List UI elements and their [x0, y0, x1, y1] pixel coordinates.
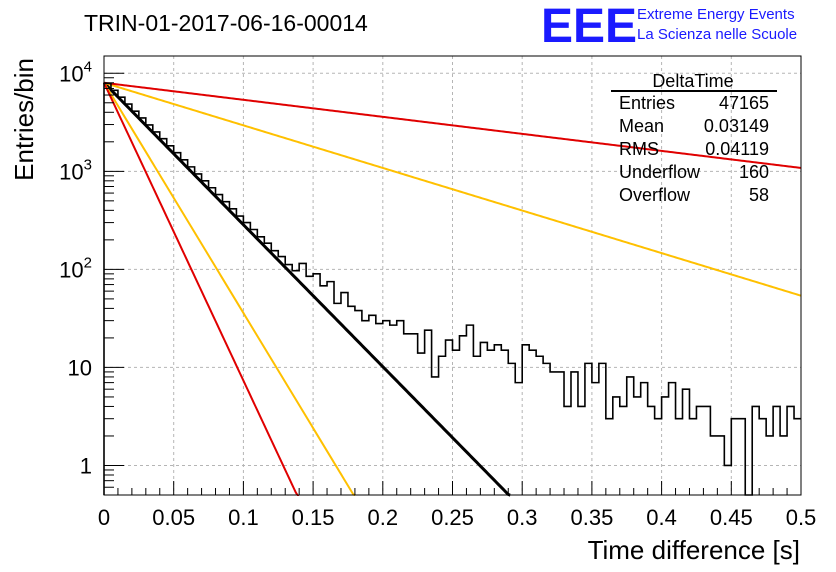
y-tick-label: 104 — [59, 58, 92, 86]
fit-curve — [103, 81, 802, 297]
x-tick-label: 0.5 — [786, 505, 817, 530]
y-tick-label: 10 — [68, 355, 92, 380]
grid-lines — [104, 56, 801, 495]
axis-ticks — [103, 72, 802, 496]
x-tick-label: 0 — [98, 505, 110, 530]
x-axis-label: Time difference [s] — [588, 535, 800, 565]
x-tick-labels: 0 0.05 0.1 0.15 0.2 0.25 0.3 0.35 0.4 0.45 0.5 — [98, 505, 816, 530]
stats-value: 47165 — [719, 93, 769, 113]
x-tick-label: 0.45 — [710, 505, 753, 530]
x-tick-label: 0.15 — [292, 505, 335, 530]
x-tick-label: 0.3 — [507, 505, 538, 530]
x-tick-label: 0.05 — [152, 505, 195, 530]
stats-label: Mean — [619, 116, 664, 136]
fit-curve — [103, 82, 356, 496]
stats-label: RMS — [619, 139, 659, 159]
x-tick-label: 0.35 — [570, 505, 613, 530]
fit-curve — [103, 82, 300, 496]
fit-curve — [103, 81, 802, 169]
logo-line-2: La Scienza nelle Scuole — [637, 26, 797, 43]
histogram-outline — [103, 82, 801, 496]
stats-value: 58 — [749, 185, 769, 205]
stats-label: Entries — [619, 93, 675, 113]
fit-curves — [102, 81, 802, 497]
y-tick-label: 102 — [59, 254, 92, 282]
y-tick-label: 103 — [59, 156, 92, 184]
histogram — [103, 82, 801, 496]
stats-value: 160 — [739, 162, 769, 182]
y-tick-labels: 1 10 102 103 104 — [59, 58, 92, 478]
chart-title: TRIN-01-2017-06-16-00014 — [84, 10, 368, 36]
stats-title: DeltaTime — [652, 71, 733, 91]
x-tick-label: 0.2 — [368, 505, 399, 530]
stats-box: DeltaTime Entries 47165 Mean 0.03149 RMS… — [611, 71, 777, 205]
y-tick-label: 1 — [80, 453, 92, 478]
eee-logo: EEE — [541, 0, 637, 53]
y-axis-label: Entries/bin — [9, 58, 39, 181]
x-tick-label: 0.25 — [431, 505, 474, 530]
fit-curve — [102, 81, 511, 497]
stats-label: Underflow — [619, 162, 701, 182]
stats-label: Overflow — [619, 185, 691, 205]
stats-value: 0.04119 — [705, 139, 769, 159]
logo-line-1: Extreme Energy Events — [637, 6, 795, 23]
x-tick-label: 0.4 — [646, 505, 677, 530]
stats-value: 0.03149 — [704, 116, 769, 136]
x-tick-label: 0.1 — [228, 505, 259, 530]
